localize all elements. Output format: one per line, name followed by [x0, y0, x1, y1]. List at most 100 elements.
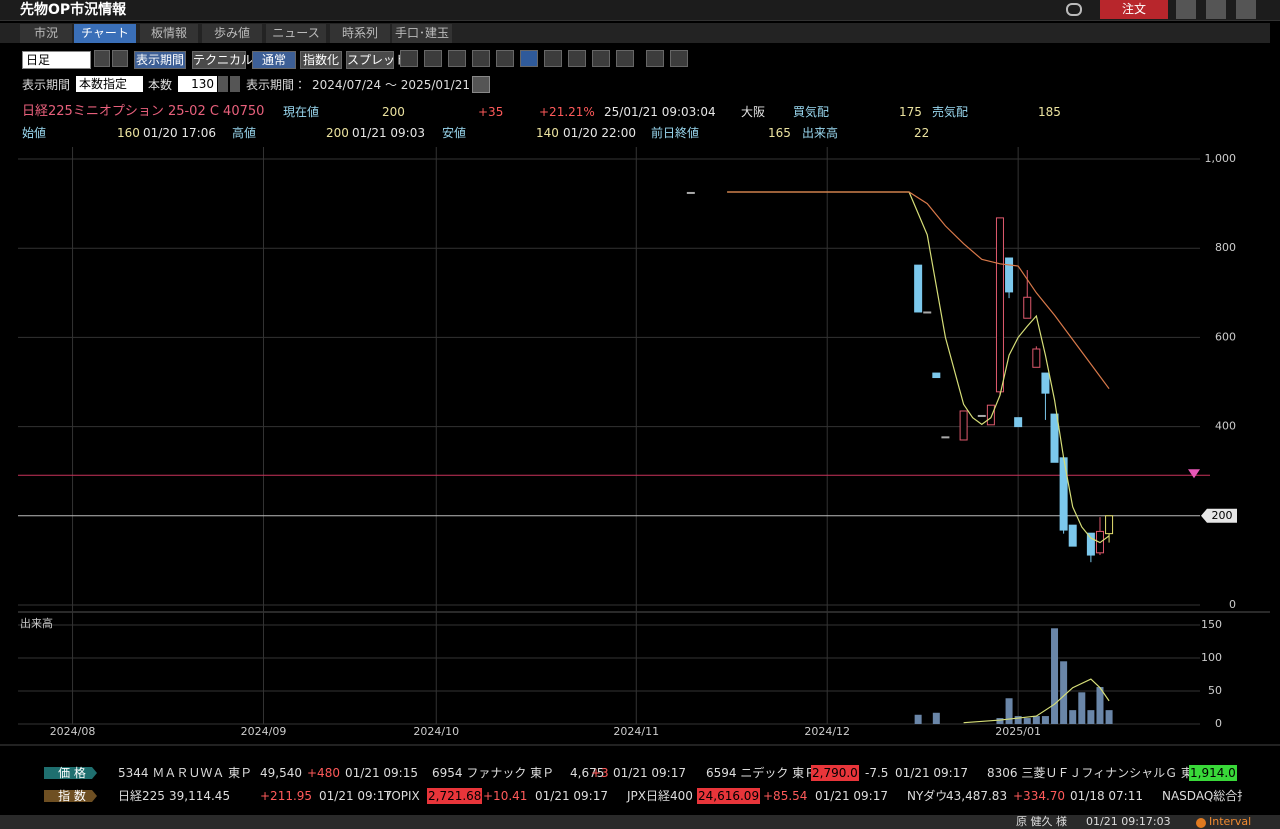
ticker-item[interactable]: 5344 ＭＡＲＵＷＡ 東Ｐ	[118, 766, 253, 780]
spin-button[interactable]	[218, 76, 228, 92]
y-tick-label: 0	[1229, 598, 1236, 611]
close-ticker[interactable]	[1248, 766, 1260, 778]
order-button[interactable]: 注文	[1100, 0, 1168, 19]
x-tick-label: 2024/10	[413, 725, 459, 738]
quote-field: 175	[899, 105, 922, 119]
x-tick-label: 2024/09	[241, 725, 287, 738]
ticker-item[interactable]: 4,675	[570, 766, 605, 780]
ticker-item[interactable]: 2,721.68	[427, 788, 483, 804]
tool-icon[interactable]	[472, 50, 490, 67]
ticker-item[interactable]: 8306 三菱ＵＦＪフィナンシャルＧ 東Ｐ	[987, 766, 1205, 780]
quote-field: 現在値	[283, 105, 320, 119]
candle-body	[1068, 524, 1077, 547]
candle-body	[1014, 417, 1023, 428]
quote-field: 140	[536, 126, 559, 140]
y-tick-label: 600	[1215, 330, 1236, 343]
spin-button[interactable]	[230, 76, 240, 92]
interval-select[interactable]: 日足	[22, 51, 91, 69]
quote-field: 01/21 09:03	[352, 126, 425, 140]
ticker-item[interactable]: TOPIX	[384, 789, 420, 803]
y-tick-label: 100	[1201, 651, 1222, 664]
quote-field: 185	[1038, 105, 1061, 119]
candle-body	[1050, 413, 1059, 463]
quote-field: 大阪	[741, 105, 766, 119]
ticker-item[interactable]: +85.54	[763, 789, 808, 803]
volume-bar	[1051, 628, 1059, 724]
volume-title: 出来高	[20, 616, 53, 630]
tool-icon[interactable]	[424, 50, 442, 67]
tool-icon[interactable]	[646, 50, 664, 67]
ticker-item[interactable]: +480	[307, 766, 340, 780]
ticker-item[interactable]: 日経225	[118, 789, 165, 803]
ticker-item[interactable]: 01/21 09:17	[535, 789, 608, 803]
ticker-item[interactable]: +10.41	[483, 789, 528, 803]
x-tick-label: 2025/01	[995, 725, 1041, 738]
toolbar-button[interactable]: テクニカル	[192, 51, 254, 69]
tool-icon[interactable]	[568, 50, 586, 67]
ticker-item[interactable]: 01/21 09:15	[345, 766, 418, 780]
mode-select[interactable]: 本数指定	[76, 76, 143, 92]
ticker-item[interactable]: 2,790.0	[811, 765, 859, 781]
toolbar-button[interactable]: スプレッド	[346, 51, 408, 69]
tab[interactable]: 手口･建玉	[392, 24, 452, 43]
tool-icon[interactable]	[520, 50, 538, 67]
reset-button[interactable]	[472, 76, 490, 93]
tool-icon[interactable]	[400, 50, 418, 67]
ticker-item[interactable]: +211.95	[260, 789, 313, 803]
moving-average	[963, 678, 1110, 724]
link-icon[interactable]	[1066, 3, 1082, 16]
help-button[interactable]	[1176, 0, 1196, 19]
tool-icon[interactable]	[616, 50, 634, 67]
window-title: 先物OP市況情報	[20, 2, 127, 18]
tab[interactable]: 板情報	[140, 24, 198, 43]
ticker-item[interactable]: 01/18 07:11	[1070, 789, 1143, 803]
toolbar-button[interactable]: 指数化	[300, 51, 342, 69]
ticker-item[interactable]: NASDAQ総合指	[1162, 789, 1242, 803]
tool-icon[interactable]	[670, 50, 688, 67]
add-button[interactable]	[1206, 0, 1226, 19]
window-button[interactable]	[1236, 0, 1256, 19]
tab[interactable]: 時系列	[330, 24, 390, 43]
tab[interactable]: チャート	[74, 24, 136, 43]
volume-bar	[996, 718, 1004, 724]
tab[interactable]: ニュース	[266, 24, 326, 43]
ticker-item[interactable]: 24,616.09	[697, 788, 761, 804]
y-tick-label: 1,000	[1205, 152, 1237, 165]
count-input[interactable]: 130	[178, 76, 217, 92]
ticker-item[interactable]: -7.5	[865, 766, 889, 780]
ticker-item[interactable]: NYダウ	[907, 789, 948, 803]
ticker-item[interactable]: 01/21 09:17	[895, 766, 968, 780]
ticker-item[interactable]: 39,114.45	[169, 789, 231, 803]
label: 表示期間：	[246, 78, 307, 92]
quote-field: 22	[914, 126, 930, 140]
quote-field: 01/20 22:00	[563, 126, 636, 140]
tool-icon[interactable]	[544, 50, 562, 67]
ticker-item[interactable]: JPX日経400	[627, 789, 693, 803]
ticker-item[interactable]: 6594 ニデック 東Ｐ	[706, 766, 817, 780]
ticker-item[interactable]: 49,540	[260, 766, 302, 780]
ticker-item[interactable]: 01/21 09:17	[613, 766, 686, 780]
toolbar-button[interactable]: 通常	[252, 51, 296, 69]
price-tag	[1201, 508, 1237, 523]
ticker-tag	[44, 767, 97, 779]
tool-icon[interactable]	[448, 50, 466, 67]
ticker-item[interactable]: 01/21 09:17	[319, 789, 392, 803]
quote-field: 買気配	[793, 105, 830, 119]
prev-button[interactable]	[94, 50, 110, 67]
ticker-item[interactable]: 1,914.0	[1189, 765, 1237, 781]
y-tick-label: 400	[1215, 420, 1236, 433]
tool-icon[interactable]	[496, 50, 514, 67]
tab[interactable]: 歩み値	[202, 24, 262, 43]
toolbar-button[interactable]: 表示期間	[134, 51, 186, 69]
ticker-item[interactable]: 43,487.83	[946, 789, 1008, 803]
ticker-item[interactable]: 6954 ファナック 東Ｐ	[432, 766, 555, 780]
tab[interactable]: 市況	[20, 24, 72, 43]
label: 表示期間	[22, 78, 71, 92]
volume-bar	[1032, 716, 1040, 724]
next-button[interactable]	[112, 50, 128, 67]
ticker-item[interactable]: 01/21 09:17	[815, 789, 888, 803]
ticker-item[interactable]: +3	[591, 766, 609, 780]
moving-average	[727, 191, 1110, 390]
ticker-item[interactable]: +334.70	[1013, 789, 1066, 803]
tool-icon[interactable]	[592, 50, 610, 67]
